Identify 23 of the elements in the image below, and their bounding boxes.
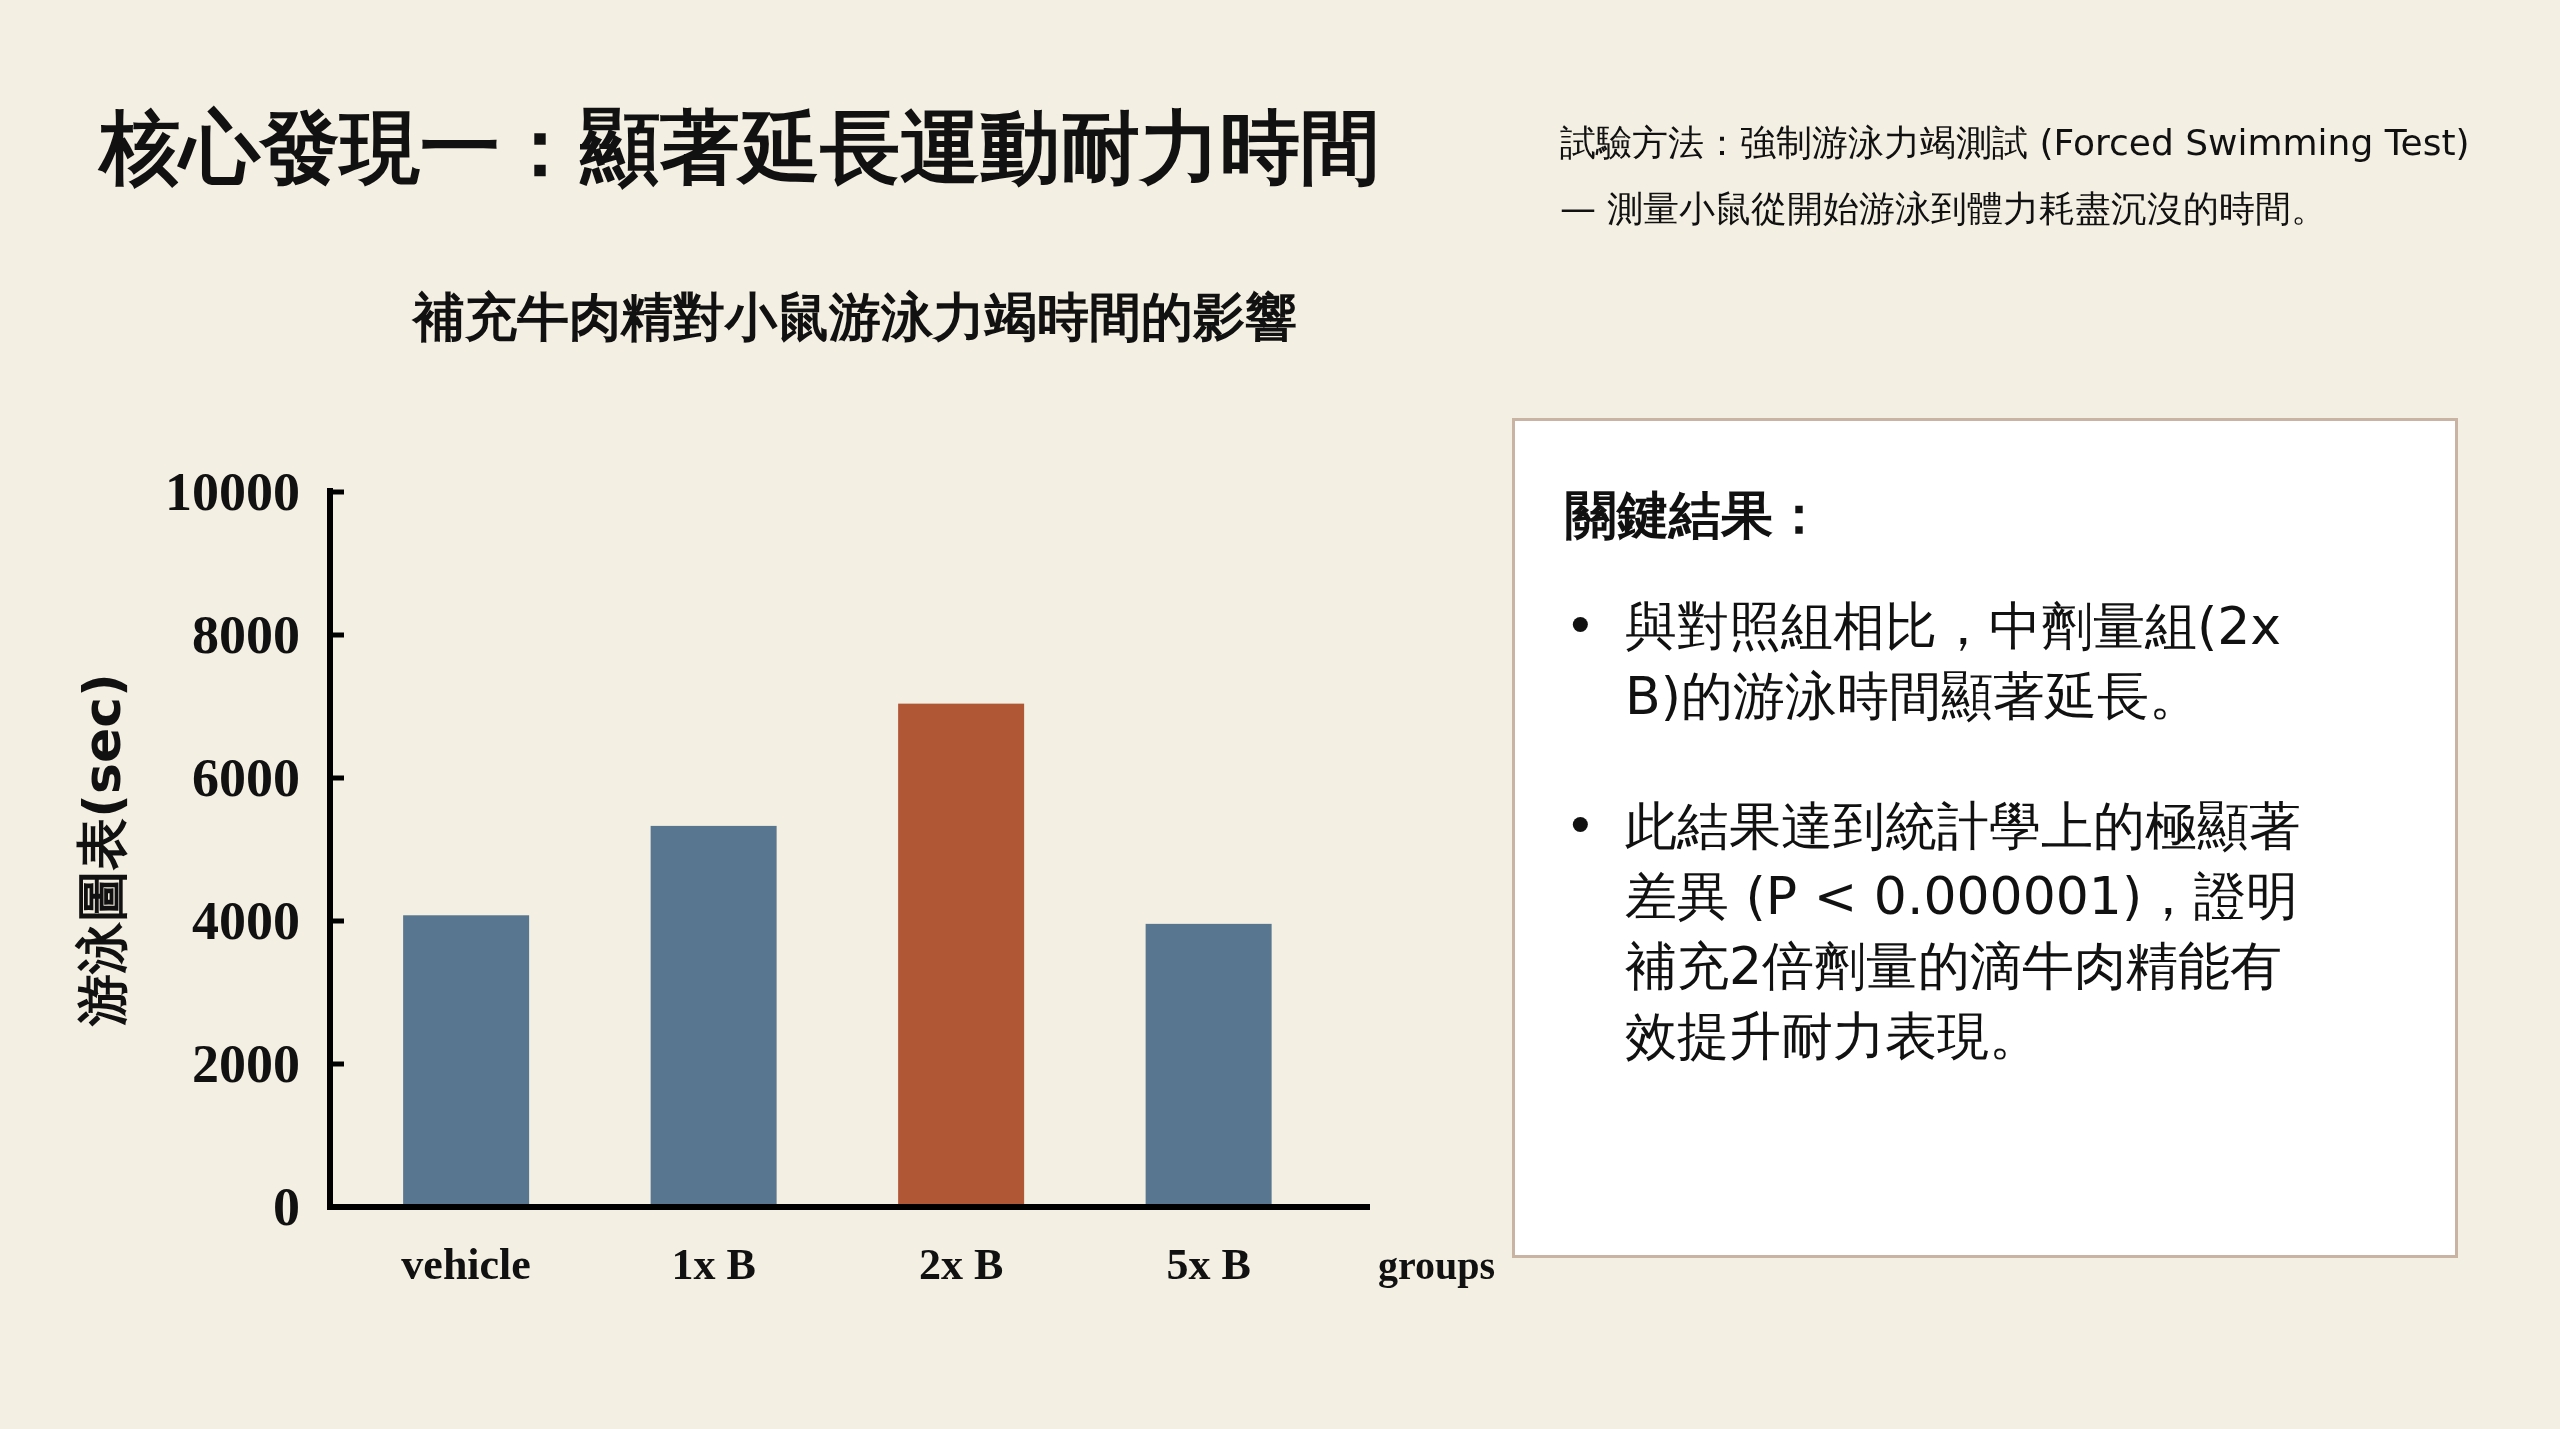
x-tick-label: 5x B	[1166, 1240, 1251, 1289]
x-axis-title: groups	[1378, 1243, 1496, 1288]
bar	[1145, 923, 1272, 1207]
text: • 此結果達到統計學上的極顯著差異 (P < 0.000001)，證明補充2倍劑量的滴牛肉精能有效提升耐力表現。	[1565, 796, 2301, 1066]
y-axis-title: 游泳圖表(sec)	[72, 673, 132, 1027]
text: — 測量小鼠從開始游泳到體力耗盡沉沒的時間。	[1560, 187, 2329, 231]
y-tick-label: 2000	[192, 1034, 300, 1094]
y-tick-label: 8000	[192, 605, 300, 665]
bar	[403, 915, 530, 1207]
bar	[898, 703, 1025, 1207]
bar	[650, 825, 777, 1207]
y-tick-label: 10000	[165, 462, 300, 522]
y-tick-label: 0	[273, 1177, 300, 1237]
x-tick-label: 1x B	[671, 1240, 756, 1289]
y-tick-label: 6000	[192, 748, 300, 808]
chart-title: 核心發現一：顯著延長運動耐力時間	[100, 99, 1380, 196]
text: 試驗方法：強制游泳力竭測試 (Forced Swimming Test)	[1560, 121, 2470, 165]
x-tick-label: 2x B	[918, 1240, 1004, 1289]
text: 關鍵結果：	[1565, 485, 1825, 545]
y-tick-label: 4000	[192, 891, 300, 951]
text: • 與對照組相比，中劑量組(2x B)的游泳時間顯著延長。	[1565, 596, 2282, 726]
chart-subtitle: 補充牛肉精對小鼠游泳力竭時間的影響	[411, 287, 1297, 347]
x-tick-label: vehicle	[401, 1240, 531, 1289]
